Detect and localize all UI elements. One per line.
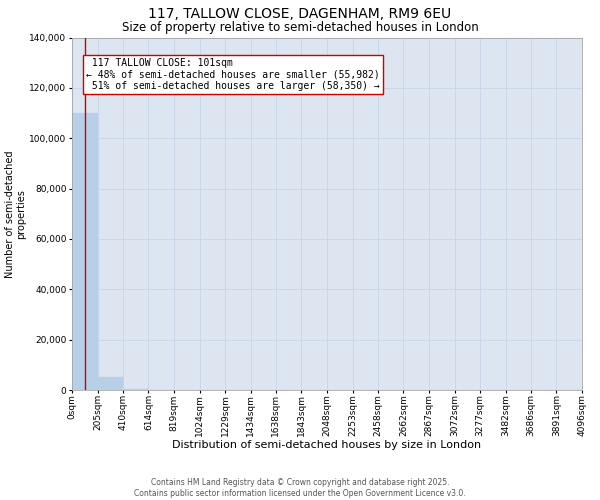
Text: 117 TALLOW CLOSE: 101sqm
← 48% of semi-detached houses are smaller (55,982)
 51%: 117 TALLOW CLOSE: 101sqm ← 48% of semi-d… [86, 58, 380, 91]
Text: Contains HM Land Registry data © Crown copyright and database right 2025.
Contai: Contains HM Land Registry data © Crown c… [134, 478, 466, 498]
Bar [98, 378, 123, 390]
X-axis label: Distribution of semi-detached houses by size in London: Distribution of semi-detached houses by … [172, 440, 482, 450]
Bar [123, 389, 148, 390]
Text: Size of property relative to semi-detached houses in London: Size of property relative to semi-detach… [122, 21, 478, 34]
Bar [72, 113, 98, 390]
Text: 117, TALLOW CLOSE, DAGENHAM, RM9 6EU: 117, TALLOW CLOSE, DAGENHAM, RM9 6EU [148, 8, 452, 22]
Y-axis label: Number of semi-detached
properties: Number of semi-detached properties [5, 150, 26, 278]
